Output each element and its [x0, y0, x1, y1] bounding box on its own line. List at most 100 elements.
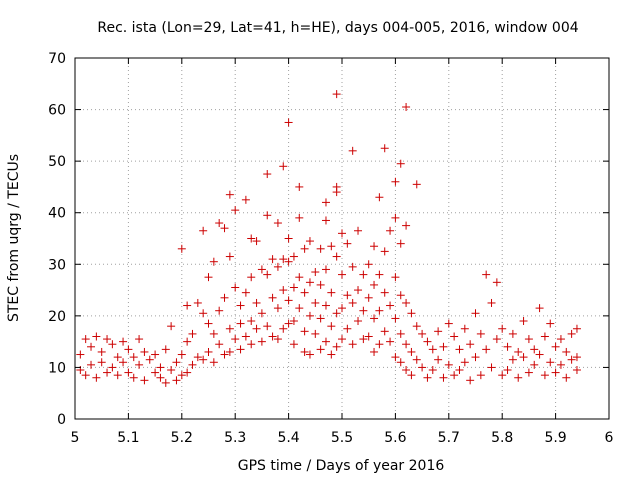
data-point	[407, 309, 416, 318]
data-point	[572, 366, 581, 375]
data-point	[343, 291, 352, 300]
data-point	[396, 159, 405, 168]
chart-title: Rec. ista (Lon=29, Lat=41, h=HE), days 0…	[97, 20, 578, 36]
data-point	[236, 301, 245, 310]
data-point	[279, 255, 288, 264]
y-tick-label: 10	[48, 360, 66, 376]
data-point	[284, 296, 293, 305]
data-point	[359, 306, 368, 315]
data-point	[87, 360, 96, 369]
data-point	[311, 329, 320, 338]
grid	[75, 58, 609, 419]
x-tick-label: 5.4	[277, 430, 299, 446]
data-point	[167, 366, 176, 375]
data-point	[540, 332, 549, 341]
data-point	[348, 146, 357, 155]
data-point	[460, 324, 469, 333]
y-tick-label: 60	[48, 103, 66, 119]
data-point	[359, 335, 368, 344]
data-point	[103, 335, 112, 344]
data-point	[546, 319, 555, 328]
data-point	[81, 371, 90, 380]
data-point	[279, 324, 288, 333]
data-point	[215, 306, 224, 315]
data-point	[412, 180, 421, 189]
data-point	[108, 363, 117, 372]
data-point	[455, 366, 464, 375]
data-point	[444, 319, 453, 328]
data-point	[129, 353, 138, 362]
data-point	[289, 340, 298, 349]
data-point	[380, 288, 389, 297]
y-tick-label: 0	[57, 412, 66, 428]
x-tick-label: 5.6	[384, 430, 406, 446]
x-tick-label: 5.3	[224, 430, 246, 446]
data-point	[391, 177, 400, 186]
data-point	[220, 350, 229, 359]
data-point	[434, 355, 443, 364]
data-point	[177, 371, 186, 380]
data-point	[444, 360, 453, 369]
data-point	[316, 280, 325, 289]
data-point	[396, 329, 405, 338]
data-point	[354, 317, 363, 326]
data-point	[140, 347, 149, 356]
data-point	[183, 301, 192, 310]
data-point	[161, 345, 170, 354]
data-point	[466, 340, 475, 349]
data-point	[124, 345, 133, 354]
data-point	[338, 270, 346, 279]
data-point	[257, 265, 266, 274]
data-point	[327, 350, 336, 359]
data-point	[348, 340, 357, 349]
data-point	[338, 335, 346, 344]
data-point	[295, 213, 304, 222]
data-point	[407, 371, 416, 380]
data-point	[332, 188, 341, 197]
data-point	[343, 239, 352, 248]
data-point	[241, 195, 250, 204]
data-point	[188, 360, 197, 369]
data-point	[487, 363, 496, 372]
data-point	[204, 347, 213, 356]
data-point	[215, 340, 224, 349]
data-point	[370, 347, 379, 356]
data-point	[300, 288, 309, 297]
data-point	[129, 373, 138, 382]
data-point	[338, 304, 346, 313]
data-point	[332, 342, 341, 351]
data-point	[289, 283, 298, 292]
data-point	[247, 273, 256, 282]
data-point	[135, 360, 144, 369]
data-point	[572, 324, 581, 333]
x-tick-label: 5.1	[117, 430, 139, 446]
data-point	[359, 270, 368, 279]
data-point	[263, 211, 272, 220]
data-point	[268, 332, 277, 341]
data-point	[482, 270, 491, 279]
data-point	[428, 366, 437, 375]
data-point	[332, 309, 341, 318]
data-point	[199, 355, 208, 364]
data-point	[273, 219, 282, 228]
data-point	[316, 345, 325, 354]
data-point	[241, 332, 250, 341]
data-point	[300, 347, 309, 356]
data-point	[124, 368, 133, 377]
data-point	[540, 371, 549, 380]
data-point	[113, 371, 122, 380]
data-point	[380, 144, 389, 153]
data-point	[386, 226, 395, 235]
data-point	[551, 368, 560, 377]
data-point	[391, 314, 400, 323]
data-point	[273, 262, 282, 271]
data-point	[279, 162, 288, 171]
data-point	[97, 347, 106, 356]
data-point	[535, 350, 544, 359]
data-point	[364, 293, 373, 302]
data-point	[172, 376, 181, 385]
data-point	[151, 350, 160, 359]
data-point	[252, 237, 261, 246]
data-point	[375, 270, 384, 279]
data-point	[257, 337, 266, 346]
